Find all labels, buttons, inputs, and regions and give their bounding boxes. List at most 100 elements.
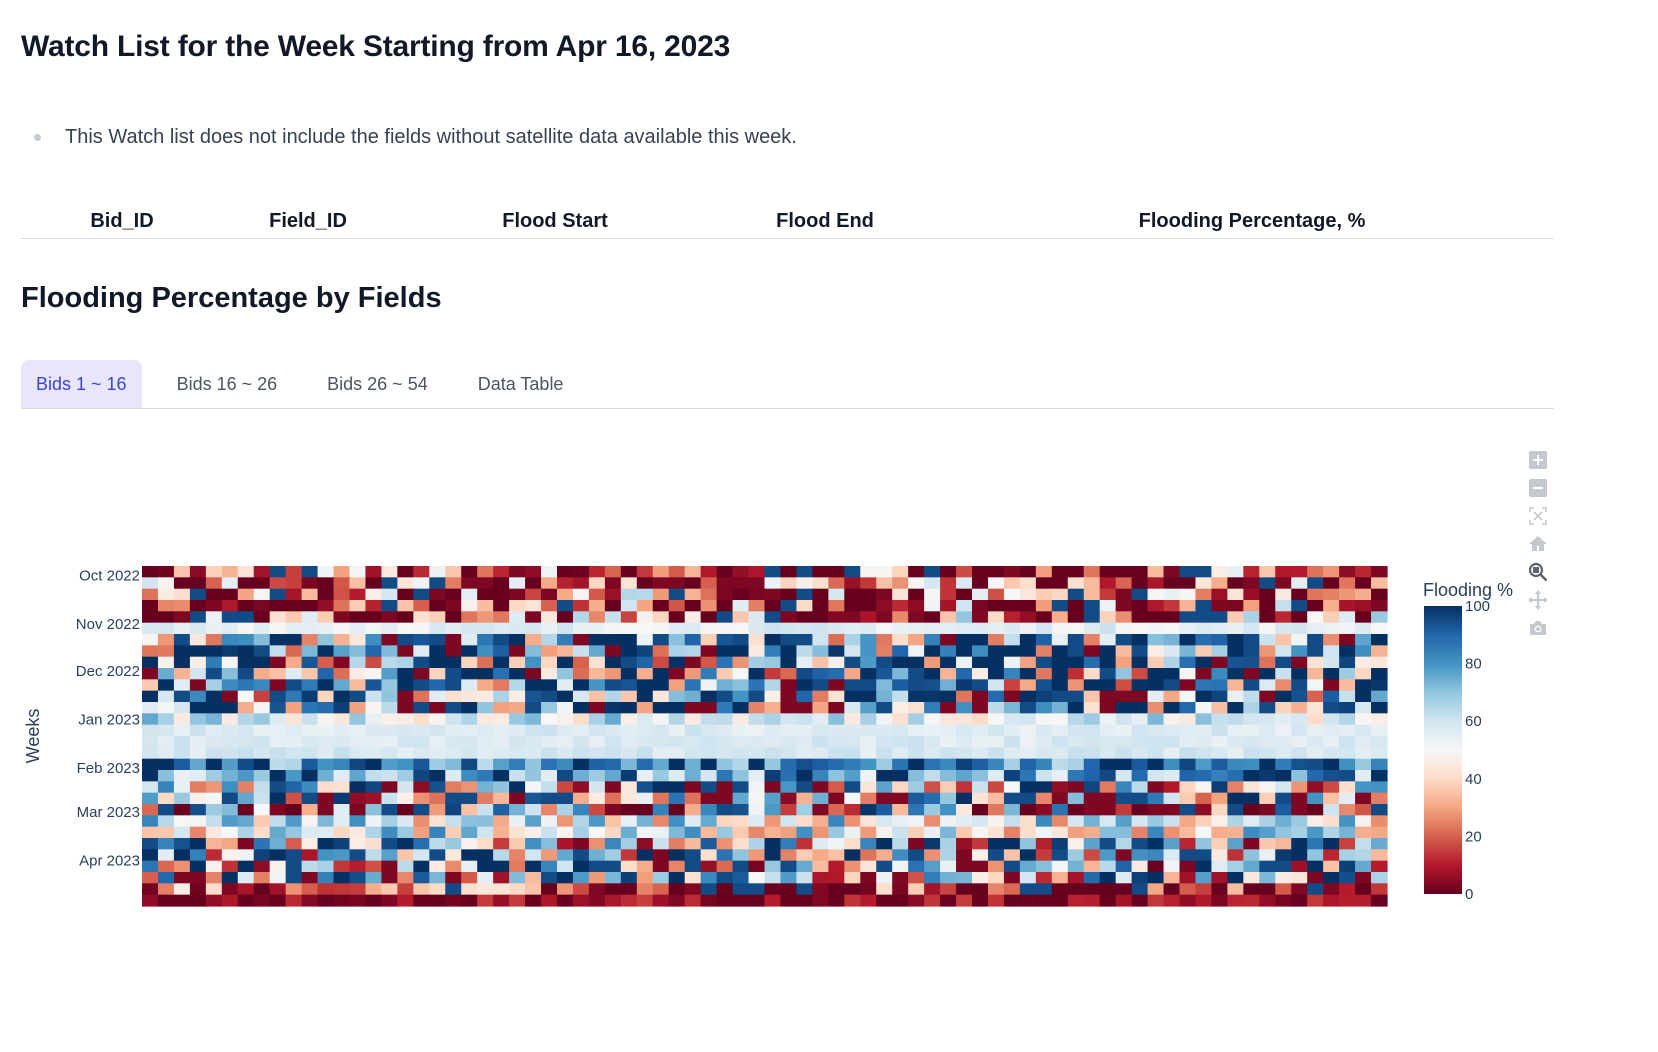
heatmap-cell xyxy=(461,747,478,760)
heatmap-cell xyxy=(285,860,303,873)
heatmap-cell xyxy=(1275,724,1292,737)
heatmap-cell xyxy=(237,849,255,862)
heatmap-cell xyxy=(142,588,159,601)
heatmap-cell xyxy=(1227,815,1244,828)
heatmap-cell xyxy=(157,792,175,805)
column-header-field-id[interactable]: Field_ID xyxy=(269,210,347,232)
heatmap-cell xyxy=(365,883,383,896)
heatmap-cell xyxy=(940,566,957,578)
tab-bids-1-16[interactable]: Bids 1 ~ 16 xyxy=(21,360,142,408)
heatmap-cell xyxy=(1003,815,1021,828)
heatmap-cell xyxy=(142,883,159,896)
heatmap-cell xyxy=(652,577,670,590)
heatmap-cell xyxy=(365,679,383,692)
heatmap-cell xyxy=(1019,883,1037,896)
tab-data-table[interactable]: Data Table xyxy=(477,374,564,394)
heatmap-cell xyxy=(1115,622,1133,635)
heatmap-cell xyxy=(1339,781,1356,794)
heatmap-cell xyxy=(1243,815,1260,828)
heatmap-cell xyxy=(1147,792,1165,805)
camera-icon[interactable] xyxy=(1526,614,1550,642)
zoom-out-icon[interactable] xyxy=(1526,474,1550,502)
heatmap-cell xyxy=(940,894,957,907)
heatmap-cell xyxy=(620,645,638,658)
heatmap-cell xyxy=(509,860,526,873)
heatmap-cell xyxy=(684,872,702,884)
heatmap-cell xyxy=(541,860,558,873)
heatmap-cell xyxy=(1083,634,1101,646)
heatmap-cell xyxy=(668,656,686,669)
tab-bids-26-54[interactable]: Bids 26 ~ 54 xyxy=(327,374,428,394)
autoscale-icon[interactable] xyxy=(1526,502,1550,530)
heatmap-cell xyxy=(1243,838,1260,850)
zoom-in-icon[interactable] xyxy=(1526,446,1550,474)
heatmap-cell xyxy=(1051,781,1069,794)
heatmap-cell xyxy=(684,702,702,714)
heatmap-cell xyxy=(1195,724,1213,737)
heatmap-cell xyxy=(1323,656,1340,669)
heatmap-cell xyxy=(541,713,558,726)
heatmap-cell xyxy=(620,883,638,896)
pan-icon[interactable] xyxy=(1526,586,1550,614)
heatmap-cell xyxy=(269,600,287,612)
zoom-icon[interactable] xyxy=(1526,558,1550,586)
heatmap-cell xyxy=(860,679,877,692)
heatmap-cell xyxy=(620,758,638,771)
column-header-flood-end[interactable]: Flood End xyxy=(776,210,874,232)
heatmap-cell xyxy=(317,872,335,884)
heatmap-cell xyxy=(796,826,813,839)
heatmap-cell xyxy=(445,600,462,612)
column-header-bid-id[interactable]: Bid_ID xyxy=(90,210,154,232)
heatmap-cell xyxy=(1147,736,1165,748)
heatmap-cell xyxy=(253,611,271,624)
reset-axes-icon[interactable] xyxy=(1526,530,1550,558)
heatmap-cell xyxy=(541,634,558,646)
heatmap-cell xyxy=(716,747,734,760)
heatmap-cell xyxy=(205,645,223,658)
heatmap-cell xyxy=(700,577,718,590)
heatmap-cell xyxy=(1339,622,1356,635)
heatmap-cell xyxy=(317,758,335,771)
heatmap-cell xyxy=(732,770,750,782)
heatmap-cell xyxy=(1115,634,1133,646)
heatmap-cell xyxy=(349,588,367,601)
heatmap-cell xyxy=(189,883,207,896)
heatmap-cell xyxy=(908,781,925,794)
tab-bids-16-26[interactable]: Bids 16 ~ 26 xyxy=(176,374,278,394)
heatmap-cell xyxy=(445,894,462,907)
heatmap-cell xyxy=(940,849,957,862)
heatmap-cell xyxy=(620,770,638,782)
heatmap-cell xyxy=(732,668,750,680)
heatmap-cell xyxy=(780,577,798,590)
heatmap-cell xyxy=(668,588,686,601)
heatmap-cell xyxy=(477,826,494,839)
heatmap-cell xyxy=(604,634,622,646)
heatmap-cell xyxy=(588,736,606,748)
heatmap-cell xyxy=(301,611,319,624)
heatmap-cell xyxy=(1307,826,1324,839)
heatmap-cell xyxy=(205,860,223,873)
heatmap-cell xyxy=(860,804,877,816)
heatmap-cell xyxy=(237,713,255,726)
heatmap-cell xyxy=(285,702,303,714)
heatmap-cell xyxy=(636,860,654,873)
heatmap-cell xyxy=(1115,600,1133,612)
heatmap-cell xyxy=(716,600,734,612)
heatmap-cell xyxy=(972,747,989,760)
heatmap-cell xyxy=(1179,702,1197,714)
column-header-flood-start[interactable]: Flood Start xyxy=(502,210,608,232)
heatmap-cell xyxy=(381,713,398,726)
heatmap-cell xyxy=(1179,724,1197,737)
heatmap-cell xyxy=(365,770,383,782)
heatmap-cell xyxy=(1227,600,1244,612)
heatmap-cell xyxy=(205,872,223,884)
heatmap-cell xyxy=(684,634,702,646)
heatmap-cell xyxy=(748,634,766,646)
heatmap-cell xyxy=(620,804,638,816)
column-header-flooding-percentage[interactable]: Flooding Percentage, % xyxy=(1138,210,1366,232)
heatmap-cell xyxy=(142,894,159,907)
heatmap-cell xyxy=(828,747,845,760)
heatmap-cell xyxy=(1019,792,1037,805)
heatmap-cell xyxy=(253,747,271,760)
